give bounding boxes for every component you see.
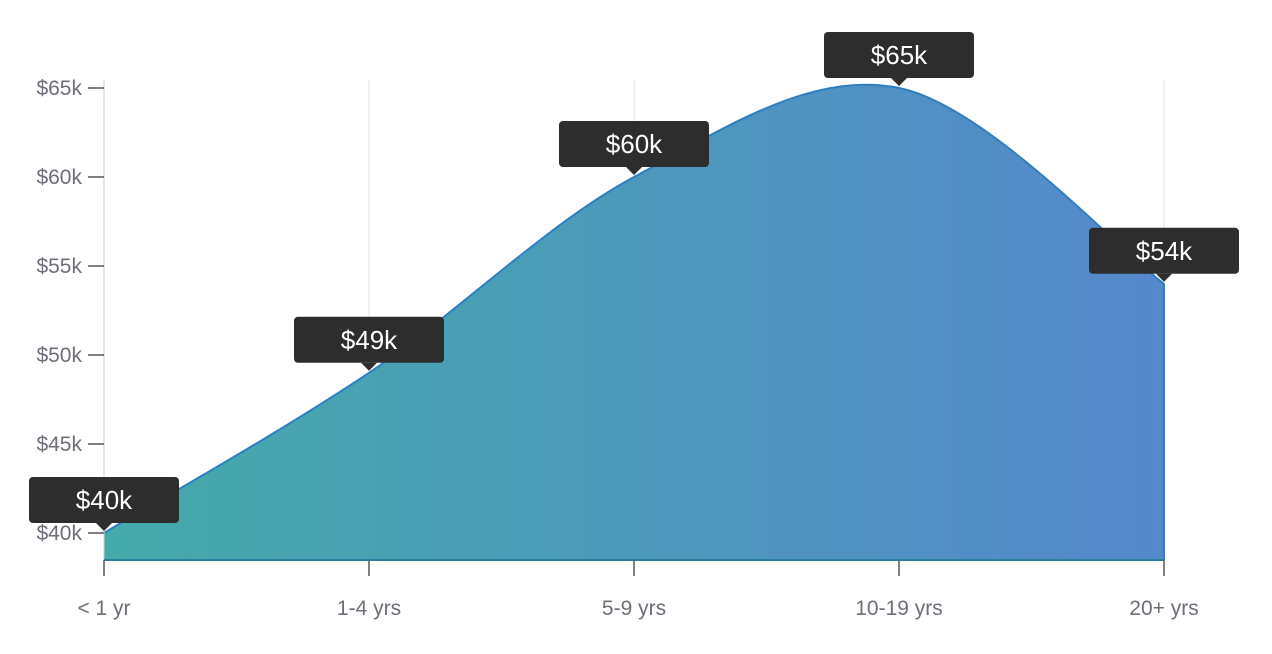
data-label-3: $65k — [824, 32, 974, 86]
data-label-value: $40k — [76, 485, 133, 515]
area-fill — [104, 84, 1164, 560]
y-tick-label: $65k — [36, 77, 82, 100]
x-tick-label: 1-4 yrs — [337, 597, 401, 620]
data-label-4: $54k — [1089, 227, 1239, 282]
data-label-value: $54k — [1136, 236, 1193, 266]
data-label-value: $65k — [871, 40, 928, 70]
data-label-pointer — [1156, 273, 1172, 282]
data-labels: $40k $49k $60k $65k $54k — [29, 32, 1239, 531]
x-tick-label: < 1 yr — [77, 597, 130, 620]
data-label-value: $60k — [606, 129, 663, 159]
series-line — [103, 83, 1165, 534]
y-tick-label: $60k — [36, 166, 82, 189]
data-label-box — [559, 121, 709, 167]
data-label-value: $49k — [341, 325, 398, 355]
data-label-pointer — [361, 362, 377, 371]
data-label-pointer — [891, 78, 907, 86]
y-tick-label: $40k — [36, 522, 82, 545]
data-label-1: $49k — [294, 316, 444, 371]
data-label-2: $60k — [559, 121, 709, 175]
data-label-0: $40k — [29, 477, 179, 531]
x-tick-label: 20+ yrs — [1129, 597, 1198, 620]
y-tick-label: $55k — [36, 255, 82, 278]
data-label-box — [29, 477, 179, 523]
data-label-pointer — [626, 167, 642, 175]
area-series — [103, 83, 1165, 560]
x-tick-label: 10-19 yrs — [855, 597, 943, 620]
data-label-box — [1089, 227, 1239, 274]
data-label-box — [294, 316, 444, 363]
y-tick-label: $50k — [36, 344, 82, 367]
y-tick-label: $45k — [36, 433, 82, 456]
x-tick-label: 5-9 yrs — [602, 597, 666, 620]
axes: $40k $45k $50k $55k $60k $65k < 1 yr 1-4 yrs 5-9… — [36, 77, 1198, 620]
data-label-pointer — [96, 523, 112, 531]
data-label-box — [824, 32, 974, 78]
